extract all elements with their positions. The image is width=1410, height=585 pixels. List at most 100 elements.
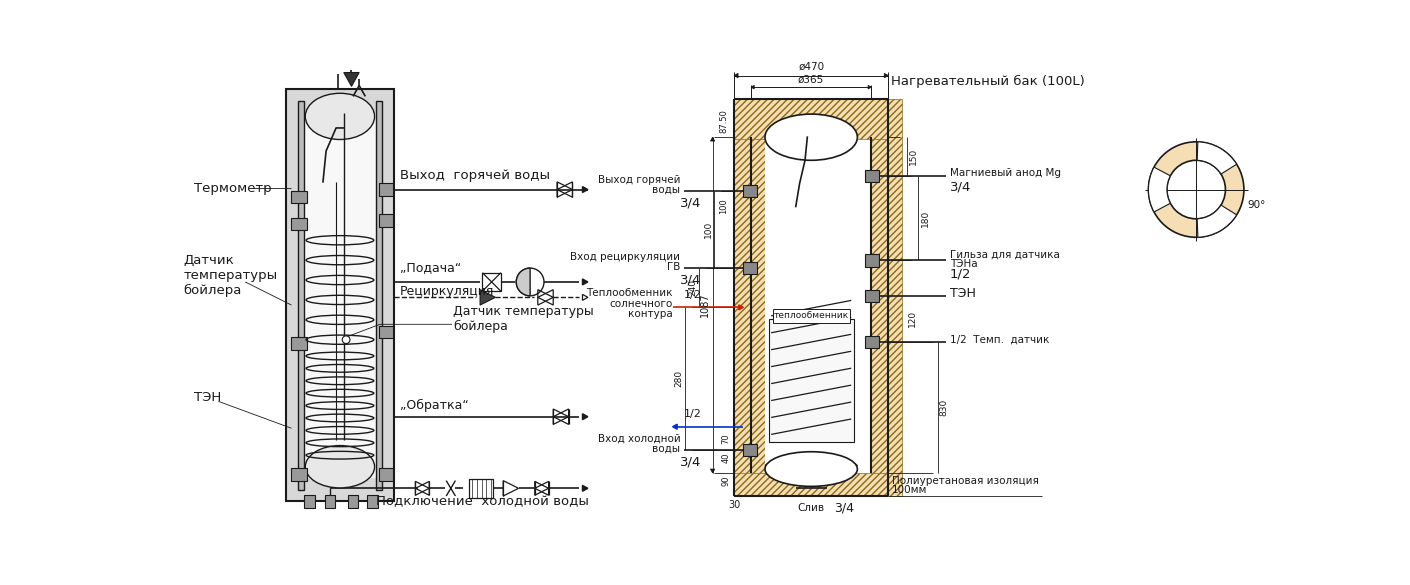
Ellipse shape <box>766 452 857 486</box>
Ellipse shape <box>306 93 375 139</box>
Text: 830: 830 <box>939 399 949 416</box>
Text: Вход рециркуляции: Вход рециркуляции <box>570 252 680 261</box>
Text: Полиуретановая изоляция: Полиуретановая изоляция <box>893 476 1039 486</box>
Text: 87.50: 87.50 <box>719 109 728 133</box>
Bar <box>866 290 878 302</box>
Text: 1087: 1087 <box>701 292 711 318</box>
Bar <box>743 443 757 456</box>
Text: 1/2: 1/2 <box>684 290 702 300</box>
Bar <box>866 336 878 348</box>
Text: 3/4: 3/4 <box>681 456 702 469</box>
Text: Теплообменник: Теплообменник <box>587 288 673 298</box>
Circle shape <box>343 336 350 343</box>
Wedge shape <box>1148 167 1170 212</box>
Polygon shape <box>869 85 871 89</box>
Text: Выход  горячей воды: Выход горячей воды <box>400 169 550 182</box>
Text: Термометр: Термометр <box>193 181 271 194</box>
Polygon shape <box>752 85 754 89</box>
Text: Датчик
температуры
бойлера: Датчик температуры бойлера <box>183 254 278 297</box>
Bar <box>482 273 501 291</box>
Text: 90°: 90° <box>1248 200 1266 210</box>
Text: ТЭН: ТЭН <box>950 287 976 300</box>
Text: ø470: ø470 <box>798 62 825 72</box>
Bar <box>286 90 393 501</box>
Polygon shape <box>884 74 888 78</box>
Text: ø365: ø365 <box>798 75 825 85</box>
Bar <box>468 479 493 498</box>
Bar <box>773 309 850 323</box>
Bar <box>303 495 314 508</box>
Circle shape <box>1167 160 1225 219</box>
Text: Магниевый анод Mg: Магниевый анод Mg <box>950 168 1060 178</box>
Polygon shape <box>582 486 588 491</box>
Text: 1/2  Темп.  датчик: 1/2 Темп. датчик <box>950 335 1049 345</box>
Bar <box>379 214 393 226</box>
Polygon shape <box>711 469 715 473</box>
Bar <box>367 495 378 508</box>
Bar <box>324 495 336 508</box>
Text: 3/4: 3/4 <box>681 274 702 287</box>
Text: контура: контура <box>627 308 673 318</box>
Text: 100: 100 <box>704 221 712 238</box>
Wedge shape <box>1197 205 1237 238</box>
Bar <box>292 468 307 481</box>
Text: 240: 240 <box>688 279 697 296</box>
Text: 40: 40 <box>722 452 730 463</box>
Wedge shape <box>1197 142 1237 174</box>
Text: Гильза для датчика: Гильза для датчика <box>950 249 1060 259</box>
Text: Нагревательный бак (100L): Нагревательный бак (100L) <box>891 75 1086 88</box>
Text: Слив: Слив <box>798 503 825 512</box>
Text: 100: 100 <box>719 199 728 214</box>
Bar <box>298 101 303 490</box>
Polygon shape <box>344 73 360 87</box>
Polygon shape <box>582 414 588 419</box>
Bar <box>379 183 393 196</box>
Polygon shape <box>766 463 768 467</box>
Text: 70: 70 <box>722 433 730 443</box>
Bar <box>348 495 358 508</box>
Polygon shape <box>582 187 588 192</box>
Bar <box>735 473 888 496</box>
Polygon shape <box>735 74 737 78</box>
Bar <box>379 468 393 481</box>
Polygon shape <box>711 137 715 141</box>
Text: Выход горячей: Выход горячей <box>598 174 680 184</box>
Text: „Обратка“: „Обратка“ <box>400 398 468 412</box>
Bar <box>376 101 382 490</box>
Bar <box>871 99 902 496</box>
Text: ГВ: ГВ <box>667 261 680 271</box>
Text: 3/4: 3/4 <box>950 181 971 194</box>
Text: 1/2: 1/2 <box>950 268 971 281</box>
Text: 280: 280 <box>674 370 684 387</box>
Bar <box>292 218 307 230</box>
Text: воды: воды <box>653 443 680 453</box>
Text: 180: 180 <box>921 209 929 226</box>
Text: 3/4: 3/4 <box>835 501 854 514</box>
Text: Вход холодной: Вход холодной <box>598 433 680 443</box>
Ellipse shape <box>766 114 857 160</box>
Bar <box>303 112 376 479</box>
Circle shape <box>1148 142 1244 238</box>
Polygon shape <box>479 290 495 305</box>
Bar <box>292 338 307 350</box>
Bar <box>768 319 853 442</box>
Text: солнечного: солнечного <box>609 298 673 308</box>
Text: 30: 30 <box>728 500 740 510</box>
Bar <box>766 137 857 473</box>
Text: Подключение  холодной воды: Подключение холодной воды <box>376 495 589 508</box>
Wedge shape <box>516 268 530 296</box>
Text: 120: 120 <box>908 311 917 328</box>
Text: 3/4: 3/4 <box>681 197 702 210</box>
Bar <box>292 191 307 204</box>
Text: 1/2: 1/2 <box>684 409 702 419</box>
Text: „Подача“: „Подача“ <box>400 261 461 274</box>
Polygon shape <box>582 279 588 285</box>
Text: теплообменник: теплообменник <box>774 311 849 321</box>
Text: ТЭНа: ТЭНа <box>950 259 977 269</box>
Bar <box>735 99 766 496</box>
Text: 150: 150 <box>909 148 918 165</box>
Bar <box>866 170 878 182</box>
Text: 90: 90 <box>722 476 730 486</box>
Text: 100мм: 100мм <box>893 485 928 495</box>
Text: Рециркуляция: Рециркуляция <box>400 285 495 298</box>
